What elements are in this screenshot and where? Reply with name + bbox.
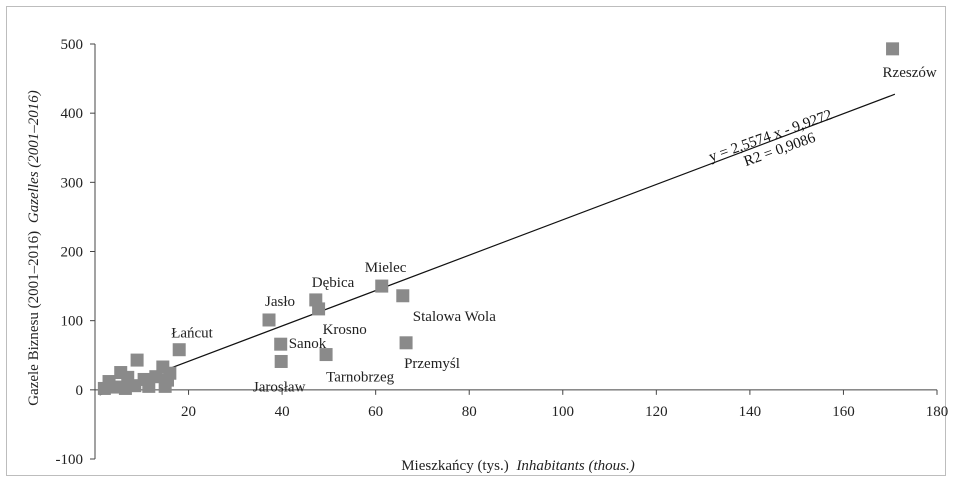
- x-axis-title: Mieszkańcy (tys.) Inhabitants (thous.): [401, 458, 635, 474]
- data-point: [172, 343, 186, 357]
- trendline-group: [99, 93, 896, 396]
- point-label: Mielec: [365, 260, 407, 276]
- data-point: [158, 379, 172, 393]
- y-tick-label: 500: [61, 37, 84, 53]
- data-point: [399, 336, 413, 350]
- point-label: Tarnobrzeg: [326, 370, 395, 386]
- data-point: [312, 302, 326, 316]
- point-label: Sanok: [289, 336, 327, 352]
- data-point: [274, 337, 288, 351]
- point-label: Stalowa Wola: [413, 309, 496, 325]
- point-label: Jasło: [265, 294, 295, 310]
- x-tick-label: 20: [181, 404, 196, 420]
- trend-equation: y = 2,5574 x - 9,9272 R2 = 0,9086: [707, 107, 835, 170]
- data-point: [142, 379, 156, 393]
- chart-frame: [6, 6, 946, 476]
- trendline: [99, 93, 896, 396]
- data-point: [319, 348, 333, 362]
- y-tick-label: 100: [61, 314, 84, 330]
- x-tick-label: 100: [552, 404, 575, 420]
- data-point: [97, 381, 111, 395]
- x-axis-title-plain: Mieszkańcy (tys.): [401, 458, 508, 474]
- data-point: [128, 379, 142, 393]
- y-tick-label: -100: [56, 452, 84, 468]
- data-point: [163, 366, 177, 380]
- x-tick-label: 140: [739, 404, 762, 420]
- x-tick-label: 120: [645, 404, 668, 420]
- point-label: Przemyśl: [404, 356, 460, 372]
- data-point: [375, 279, 389, 293]
- x-tick-label: 160: [832, 404, 855, 420]
- point-label: Jarosław: [253, 379, 306, 395]
- data-point: [262, 313, 276, 327]
- point-labels: Rzeszów Mielec Dębica Stalowa Wola Krosno Jas…: [171, 65, 937, 396]
- y-axis-title: Gazele Biznesu (2001–2016) Gazelles (200…: [26, 90, 42, 406]
- x-axis-title-italic: Inhabitants (thous.): [515, 458, 634, 474]
- y-tick-label: 200: [61, 245, 84, 261]
- tick-labels: -100 0 100 200 300 400 500 20 40 60 80 100 120 140 160…: [56, 37, 949, 468]
- x-tick-label: 80: [462, 404, 477, 420]
- y-axis-title-italic: Gazelles (2001–2016): [26, 90, 42, 223]
- data-point: [274, 354, 288, 368]
- y-axis-title-plain: Gazele Biznesu (2001–2016): [26, 231, 42, 406]
- axes: [90, 43, 938, 460]
- y-tick-label: 400: [61, 106, 84, 122]
- y-tick-label: 0: [76, 383, 84, 399]
- x-tick-label: 40: [275, 404, 290, 420]
- y-tick-label: 300: [61, 175, 84, 191]
- data-point: [886, 42, 900, 56]
- data-point: [130, 353, 144, 367]
- x-tick-label: 60: [368, 404, 383, 420]
- point-label: Dębica: [312, 275, 355, 291]
- data-point: [396, 289, 410, 303]
- x-tick-label: 180: [926, 404, 949, 420]
- point-label: Krosno: [323, 322, 367, 338]
- point-label: Rzeszów: [883, 65, 937, 81]
- point-label: Łańcut: [171, 326, 213, 342]
- data-points: [97, 42, 900, 395]
